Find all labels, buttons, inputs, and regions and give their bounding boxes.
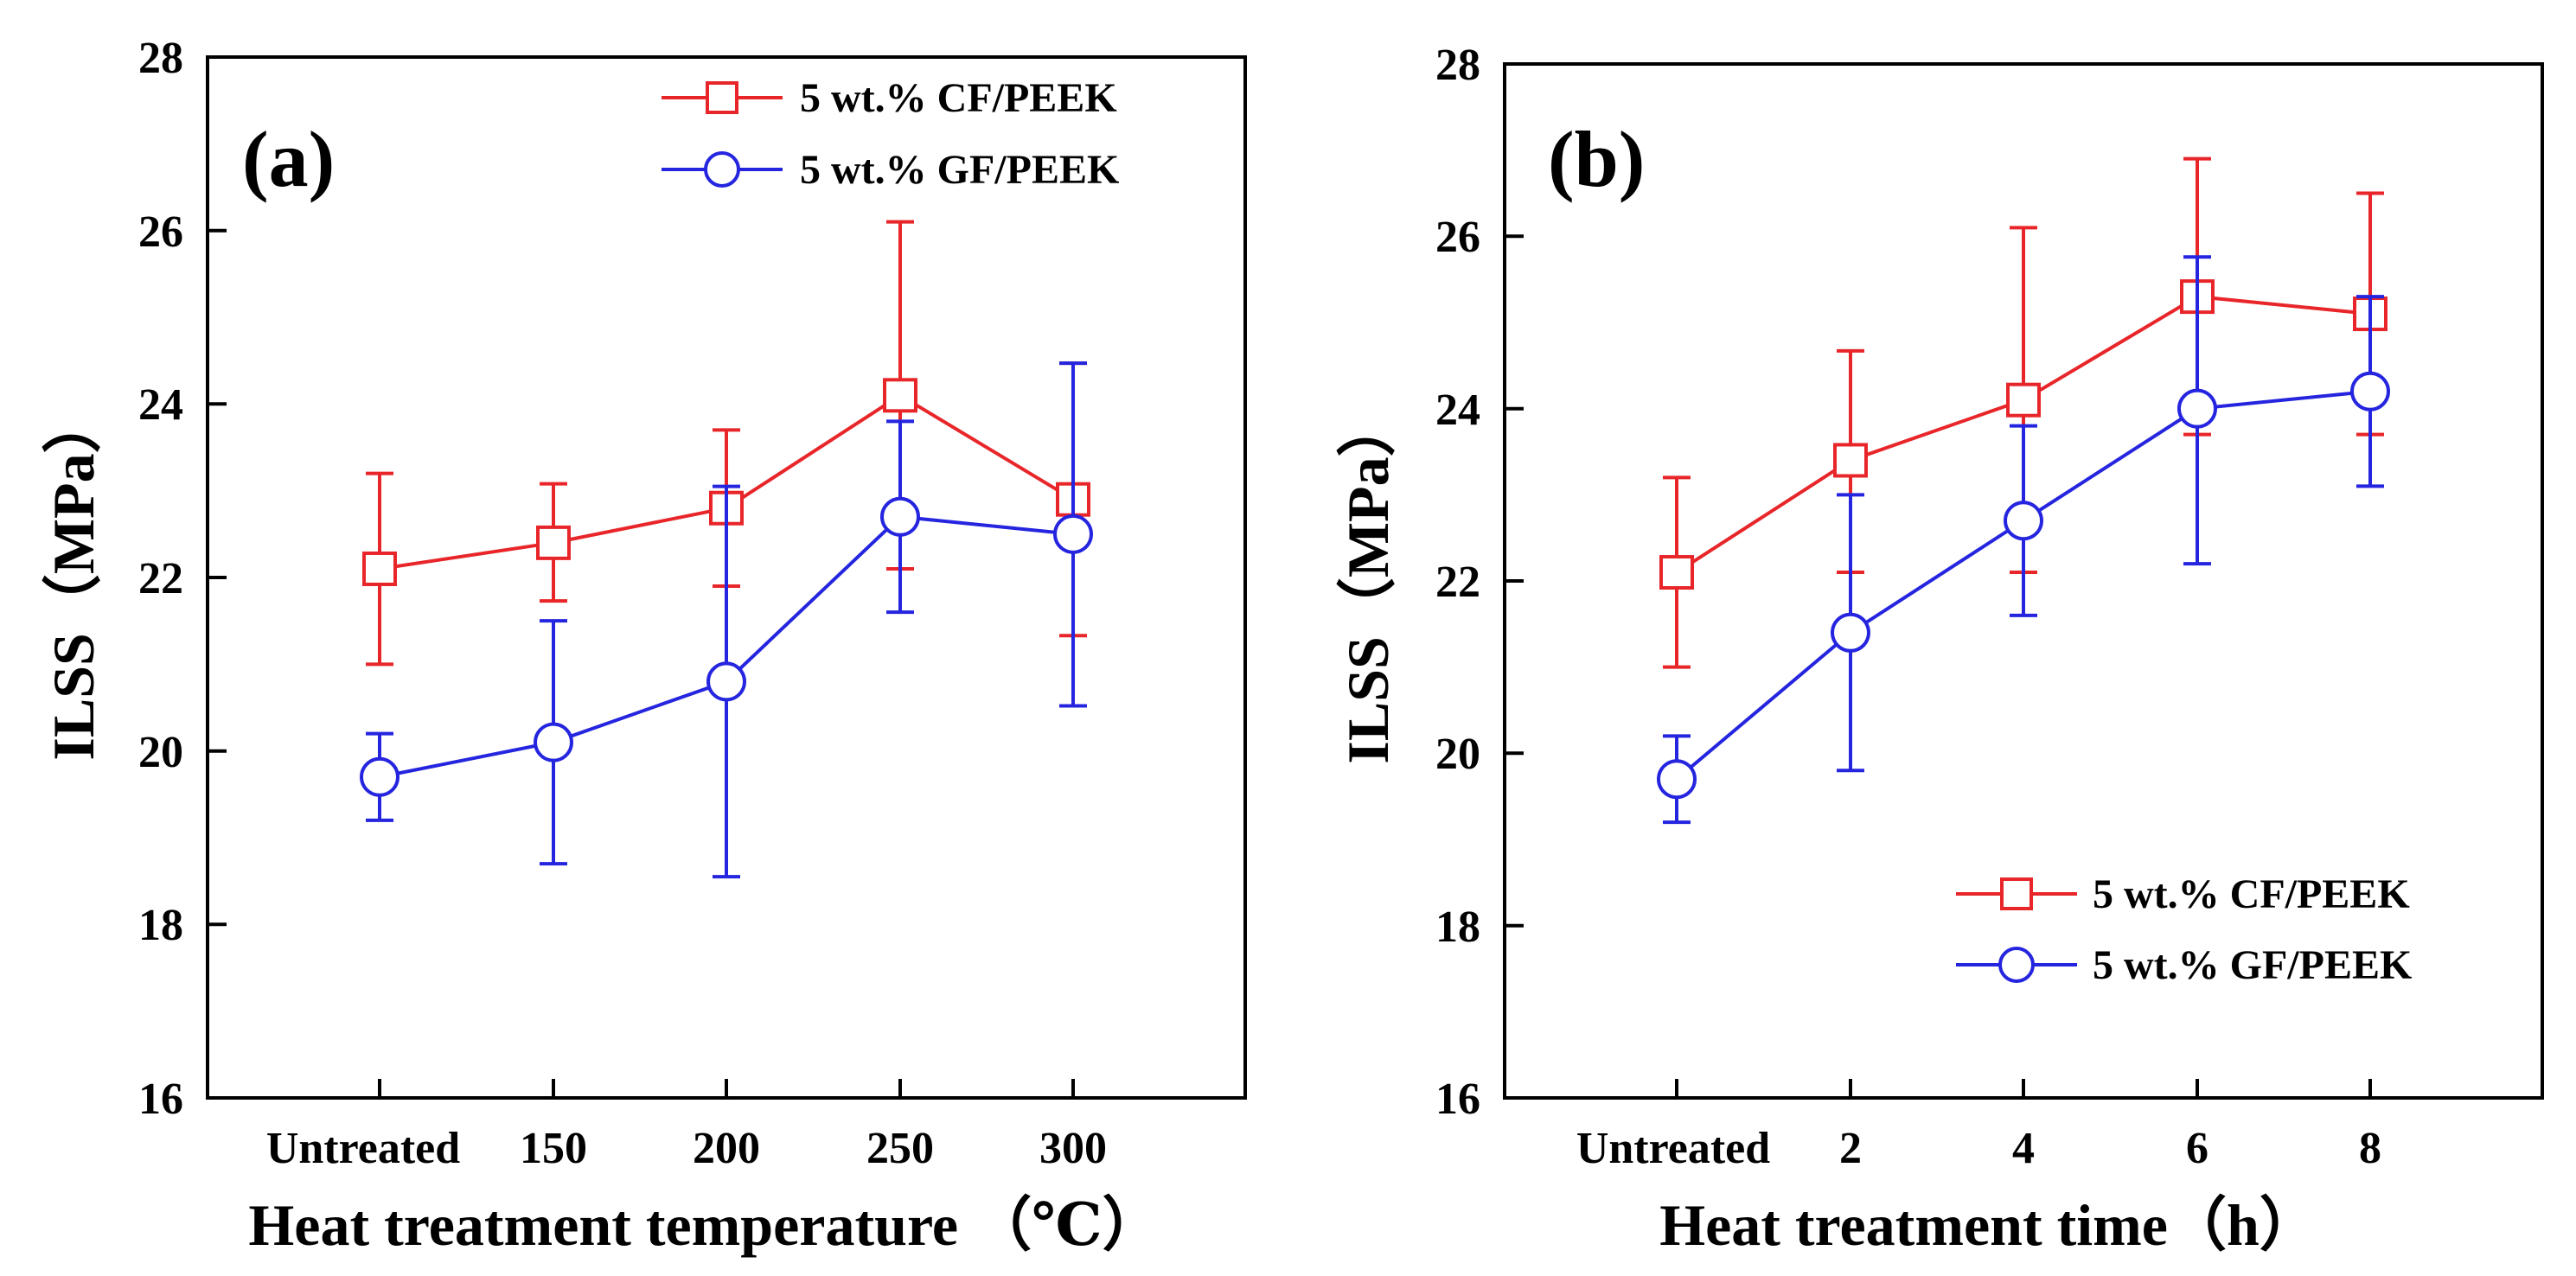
panel-a-point-gf-2 bbox=[706, 661, 746, 702]
panel-a-x-axis-title: Heat treatment temperature （℃） bbox=[248, 1192, 1160, 1258]
legend-label-gf: 5 wt.% GF/PEEK bbox=[2093, 942, 2412, 988]
panel-b-ytick-label: 18 bbox=[1435, 903, 1480, 952]
panel-a-xtick-label: 300 bbox=[1039, 1124, 1107, 1173]
panel-b-point-cf-0 bbox=[1659, 555, 1694, 590]
panel-a: 16 18 20 22 24 26 28 Untreated 150 200 2… bbox=[41, 34, 1247, 1258]
legend-label-gf: 5 wt.% GF/PEEK bbox=[800, 147, 1119, 193]
panel-b-label: (b) bbox=[1548, 115, 1645, 203]
panel-a-x-ticks: Untreated 150 200 250 300 bbox=[266, 1079, 1107, 1173]
panel-a-point-cf-0 bbox=[362, 551, 397, 586]
panel-b-point-cf-1 bbox=[1833, 443, 1868, 478]
panel-b-legend: 5 wt.% CF/PEEK 5 wt.% GF/PEEK bbox=[1956, 871, 2412, 988]
panel-a-ytick-label: 18 bbox=[138, 901, 183, 950]
panel-b-y-ticks: 16 18 20 22 24 26 28 bbox=[1435, 41, 1524, 1124]
panel-b-ytick-label: 16 bbox=[1435, 1075, 1480, 1124]
panel-b-data-marks bbox=[1657, 156, 2390, 825]
legend-marker-circle bbox=[1998, 947, 2035, 983]
panel-b-ytick-label: 20 bbox=[1435, 730, 1480, 779]
panel-a-data-marks bbox=[360, 220, 1093, 879]
panel-b-ytick-label: 22 bbox=[1435, 558, 1480, 607]
legend-marker-circle bbox=[704, 151, 740, 188]
legend-marker-square bbox=[2000, 877, 2033, 910]
panel-a-xtick-label: Untreated bbox=[266, 1124, 460, 1173]
panel-a-ytick-label: 28 bbox=[138, 34, 183, 83]
panel-a-ytick-label: 24 bbox=[138, 380, 183, 430]
panel-a-y-ticks: 16 18 20 22 24 26 28 bbox=[138, 34, 227, 1124]
panel-b-point-gf-0 bbox=[1657, 759, 1697, 800]
legend-label-cf: 5 wt.% CF/PEEK bbox=[2093, 871, 2410, 917]
panel-b-ytick-label: 24 bbox=[1435, 386, 1480, 435]
panel-a-xtick-label: 250 bbox=[866, 1124, 934, 1173]
panel-a-xtick-label: 200 bbox=[693, 1124, 760, 1173]
panel-a-ytick-label: 22 bbox=[138, 554, 183, 603]
panel-b-ytick-label: 26 bbox=[1435, 213, 1480, 262]
panel-b-xtick-label: 8 bbox=[2359, 1124, 2381, 1173]
panel-b-xtick-label: Untreated bbox=[1576, 1124, 1770, 1173]
panel-a-point-gf-0 bbox=[360, 756, 400, 797]
panel-b-ytick-label: 28 bbox=[1435, 41, 1480, 90]
panel-a-point-cf-3 bbox=[883, 378, 917, 413]
panel-a-point-cf-1 bbox=[536, 525, 571, 560]
panel-b-point-gf-4 bbox=[2350, 371, 2390, 412]
panel-b-xtick-label: 4 bbox=[2012, 1124, 2035, 1173]
panel-b: 16 18 20 22 24 26 28 Untreated 2 4 6 8 H… bbox=[1335, 41, 2544, 1258]
panel-a-point-gf-1 bbox=[534, 722, 573, 762]
panel-a-point-gf-4 bbox=[1053, 514, 1093, 554]
legend-label-cf: 5 wt.% CF/PEEK bbox=[800, 75, 1117, 121]
panel-b-point-cf-2 bbox=[2006, 382, 2041, 418]
legend-marker-square bbox=[706, 81, 738, 114]
panel-b-xtick-label: 6 bbox=[2186, 1124, 2208, 1173]
panel-a-ytick-label: 20 bbox=[138, 728, 183, 777]
panel-a-point-gf-3 bbox=[880, 496, 920, 537]
panel-b-x-axis-title: Heat treatment time（h） bbox=[1659, 1192, 2318, 1258]
panel-b-y-axis-title: ILSS（MPa） bbox=[1335, 398, 1401, 763]
panel-a-xtick-label: 150 bbox=[520, 1124, 587, 1173]
panel-a-y-axis-title: ILSS（MPa） bbox=[41, 394, 106, 760]
panel-b-point-gf-1 bbox=[1831, 612, 1870, 653]
panel-a-legend: 5 wt.% CF/PEEK 5 wt.% GF/PEEK bbox=[662, 75, 1119, 193]
panel-a-ytick-label: 16 bbox=[138, 1075, 183, 1124]
panel-b-xtick-label: 2 bbox=[1839, 1124, 1862, 1173]
panel-b-x-ticks: Untreated 2 4 6 8 bbox=[1576, 1079, 2381, 1173]
panel-a-label: (a) bbox=[242, 115, 335, 203]
panel-b-point-gf-2 bbox=[2004, 501, 2043, 541]
panel-a-ytick-label: 26 bbox=[138, 207, 183, 257]
panel-b-point-gf-3 bbox=[2177, 388, 2217, 429]
